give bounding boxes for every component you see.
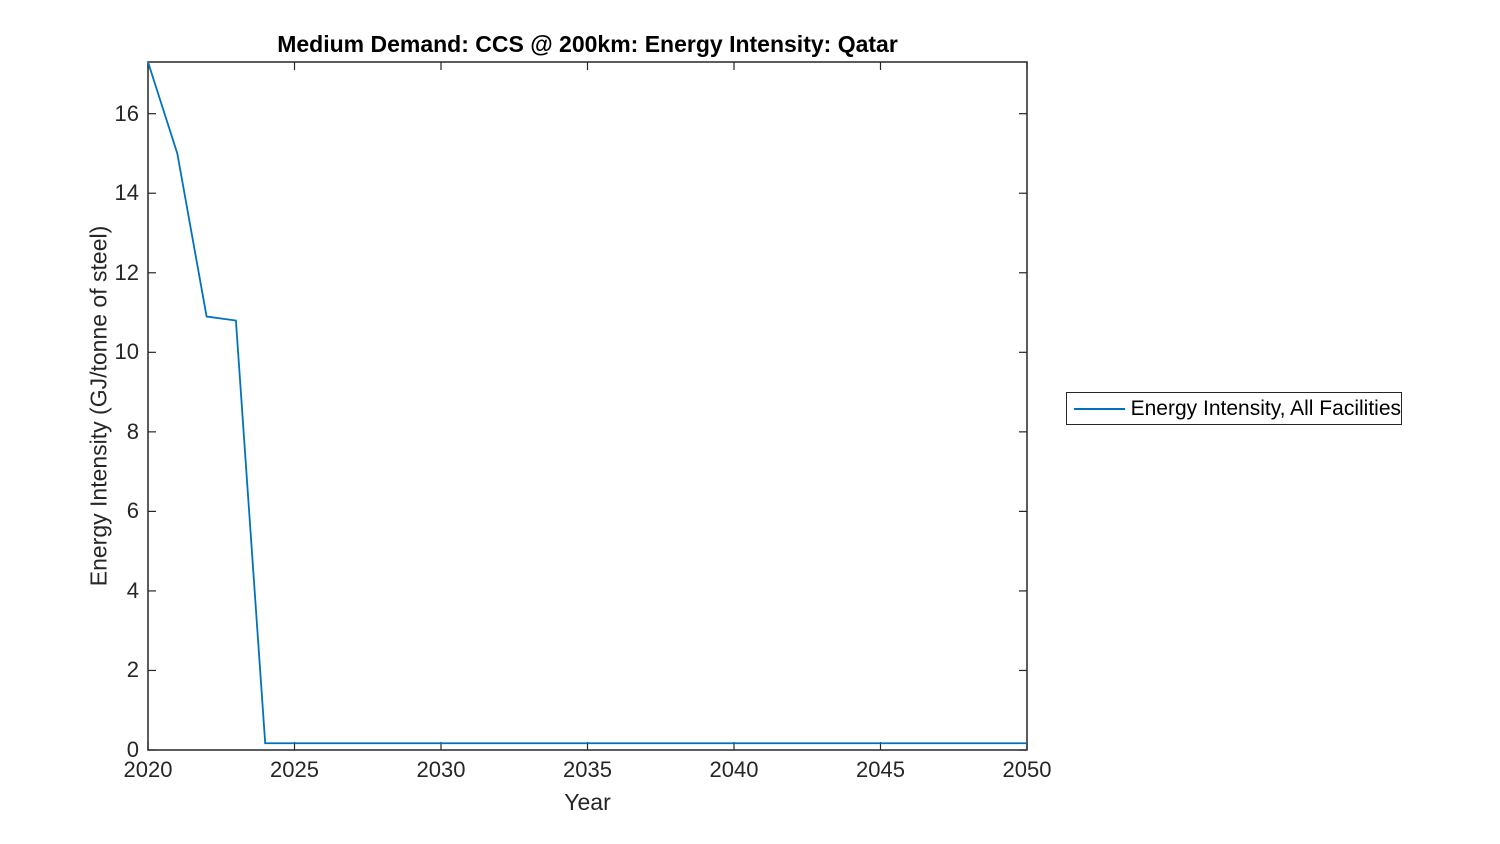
y-tick-label: 8 xyxy=(126,418,139,444)
y-tick-label: 12 xyxy=(114,259,139,285)
x-axis-label: Year xyxy=(564,789,611,815)
y-tick-label: 6 xyxy=(126,498,139,524)
y-tick-label: 4 xyxy=(126,577,139,603)
y-tick-label: 2 xyxy=(126,657,139,683)
legend-label: Energy Intensity, All Facilities xyxy=(1130,396,1401,420)
x-tick-label: 2035 xyxy=(563,757,612,782)
y-tick-label: 16 xyxy=(114,100,139,126)
y-tick-label: 10 xyxy=(114,339,139,365)
x-tick-label: 2020 xyxy=(123,757,173,782)
legend-line-sample xyxy=(1074,407,1125,410)
x-tick-label: 2025 xyxy=(270,757,319,782)
x-tick-label: 2040 xyxy=(709,757,759,782)
x-tick-label: 2050 xyxy=(1002,757,1052,782)
series-line-energy-intensity xyxy=(147,61,1027,745)
y-tick-label: 0 xyxy=(126,737,139,762)
chart-title: Medium Demand: CCS @ 200km: Energy Inten… xyxy=(277,31,898,57)
axis-box xyxy=(147,61,1028,751)
y-tick-label: 14 xyxy=(114,180,139,206)
x-tick-label: 2045 xyxy=(856,757,905,782)
x-tick-label: 2030 xyxy=(416,757,466,782)
legend: Energy Intensity, All Facilities xyxy=(1066,392,1402,425)
